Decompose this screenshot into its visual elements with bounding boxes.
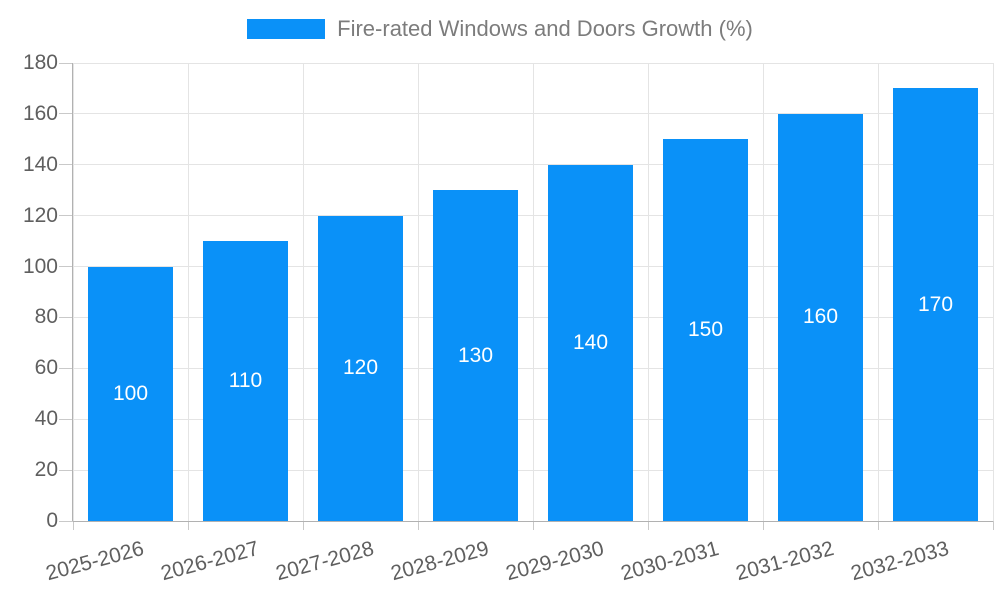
v-gridline xyxy=(72,63,74,521)
y-axis-tick xyxy=(59,418,73,420)
v-gridline xyxy=(877,63,879,521)
v-gridline xyxy=(992,63,994,521)
bar-value-label: 170 xyxy=(917,292,954,316)
bar-value-label: 130 xyxy=(457,343,494,367)
bar xyxy=(893,88,978,521)
y-axis-tick-label: 40 xyxy=(34,407,58,431)
y-axis-tick-label: 140 xyxy=(22,152,58,176)
y-axis-tick-label: 160 xyxy=(22,101,58,125)
x-axis-tick-label: 2025-2026 xyxy=(43,537,147,586)
bar xyxy=(433,190,518,521)
v-gridline xyxy=(762,63,764,521)
y-axis-tick-label: 120 xyxy=(22,203,58,227)
bar-value-label: 100 xyxy=(112,381,149,405)
x-axis-tick xyxy=(187,521,189,530)
x-axis-tick xyxy=(302,521,304,530)
bar xyxy=(778,113,863,521)
x-axis-tick-label: 2028-2029 xyxy=(388,537,492,586)
legend-label: Fire-rated Windows and Doors Growth (%) xyxy=(337,16,753,41)
legend-swatch xyxy=(247,19,326,39)
y-axis-tick-label: 0 xyxy=(46,509,58,532)
v-gridline xyxy=(302,63,304,521)
y-axis-tick-label: 20 xyxy=(34,458,58,482)
x-axis-tick-label: 2027-2028 xyxy=(273,537,377,586)
x-axis-tick xyxy=(762,521,764,530)
bar xyxy=(88,266,173,521)
bar-value-label: 110 xyxy=(228,369,263,393)
v-gridline xyxy=(532,63,534,521)
y-axis-tick xyxy=(59,367,73,369)
y-axis-tick-label: 60 xyxy=(34,356,58,380)
bar xyxy=(663,139,748,521)
y-axis-tick xyxy=(59,266,73,268)
x-axis-tick-label: 2029-2030 xyxy=(503,537,607,586)
bar xyxy=(318,215,403,521)
x-axis-tick xyxy=(532,521,534,530)
y-axis-tick-label: 180 xyxy=(22,51,58,74)
bar xyxy=(548,164,633,521)
y-axis-tick xyxy=(59,62,73,64)
x-axis-tick-label: 2031-2032 xyxy=(733,537,837,586)
v-gridline xyxy=(417,63,419,521)
bar-value-label: 150 xyxy=(687,318,724,342)
x-axis-tick xyxy=(992,521,994,530)
y-axis-tick-label: 80 xyxy=(34,305,58,329)
y-axis-tick xyxy=(59,316,73,318)
v-gridline xyxy=(647,63,649,521)
x-axis-tick-label: 2026-2027 xyxy=(158,537,262,586)
bar-value-label: 160 xyxy=(802,305,839,329)
x-axis-tick xyxy=(877,521,879,530)
y-axis-tick xyxy=(59,520,73,522)
y-axis-line xyxy=(72,63,73,521)
x-axis-tick-label: 2030-2031 xyxy=(618,537,722,586)
x-axis-tick xyxy=(647,521,649,530)
x-axis-tick xyxy=(417,521,419,530)
y-axis-tick-label: 100 xyxy=(22,254,58,278)
y-axis-tick xyxy=(59,164,73,166)
y-axis-tick xyxy=(59,215,73,217)
y-axis-tick xyxy=(59,113,73,115)
v-gridline xyxy=(187,63,189,521)
x-axis-line xyxy=(73,521,993,522)
x-axis-tick-label: 2032-2033 xyxy=(848,537,952,586)
x-axis-tick xyxy=(72,521,74,530)
y-axis-tick xyxy=(59,469,73,471)
legend: Fire-rated Windows and Doors Growth (%) xyxy=(0,16,1000,42)
bar xyxy=(203,241,288,521)
bar-value-label: 120 xyxy=(342,356,379,380)
bar-value-label: 140 xyxy=(572,330,609,354)
